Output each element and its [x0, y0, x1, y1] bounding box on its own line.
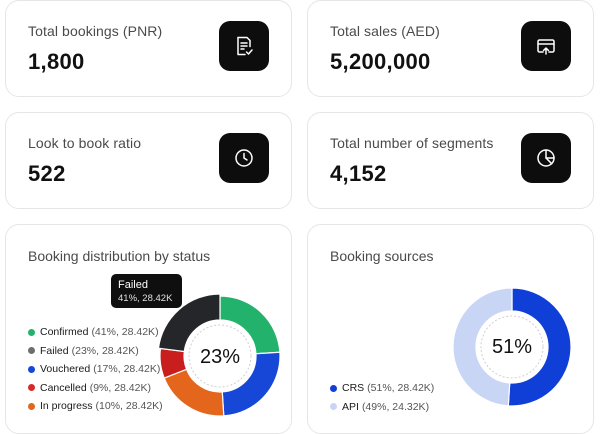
booking-distribution-donut[interactable] [157, 293, 283, 419]
legend-item-failed[interactable]: Failed (23%, 28.42K) [28, 342, 163, 361]
donut-inner-ring [480, 315, 544, 379]
pie-chart-icon [521, 133, 571, 183]
legend-item-api[interactable]: API (49%, 24.32K) [330, 398, 434, 417]
legend-item-confirmed[interactable]: Confirmed (41%, 28.42K) [28, 323, 163, 342]
donut-slice-crs[interactable] [507, 287, 572, 407]
legend-dot [330, 403, 337, 411]
legend: Confirmed (41%, 28.42K) Failed (23%, 28.… [28, 323, 163, 416]
stat-label: Total sales (AED) [330, 23, 440, 39]
legend-detail: (17%, 28.42K) [93, 363, 161, 376]
legend-name: CRS [342, 382, 365, 395]
donut-slice-api[interactable] [452, 287, 513, 407]
stat-card-total-bookings: Total bookings (PNR) 1,800 [5, 0, 292, 97]
legend-name: API [342, 400, 359, 413]
stat-value: 4,152 [330, 161, 387, 186]
legend-dot [28, 384, 35, 392]
legend-detail: (49%, 24.32K) [361, 400, 430, 413]
legend-name: Vouchered [40, 363, 91, 376]
card-upload-icon [521, 21, 571, 71]
chart-tooltip: Failed 41%, 28.42K [111, 274, 182, 308]
stat-label: Look to book ratio [28, 135, 142, 151]
legend-name: Failed [40, 344, 69, 357]
stat-card-look-to-book: Look to book ratio 522 [5, 112, 292, 209]
stat-value: 1,800 [28, 49, 85, 74]
donut-center-label: 23% [199, 346, 241, 368]
chart-title: Booking distribution by status [28, 248, 211, 264]
chart-title: Booking sources [330, 248, 434, 264]
donut-center-label: 51% [491, 336, 533, 358]
stat-card-segments: Total number of segments 4,152 [307, 112, 594, 209]
legend-name: In progress [40, 400, 93, 413]
stat-value: 522 [28, 161, 66, 186]
legend-name: Cancelled [40, 381, 87, 394]
legend-item-crs[interactable]: CRS (51%, 28.42K) [330, 379, 434, 398]
stat-card-total-sales: Total sales (AED) 5,200,000 [307, 0, 594, 97]
legend-dot [28, 365, 35, 373]
legend-item-in-progress[interactable]: In progress (10%, 28.42K) [28, 397, 163, 416]
stat-value: 5,200,000 [330, 49, 431, 74]
legend-detail: (51%, 28.42K) [367, 382, 435, 395]
donut-slice-in-progress[interactable] [163, 368, 225, 417]
booking-sources-donut[interactable] [450, 285, 574, 409]
clock-icon [219, 133, 269, 183]
legend-dot [28, 347, 35, 355]
legend-detail: (10%, 28.42K) [95, 400, 163, 413]
legend-detail: (9%, 28.42K) [89, 381, 151, 394]
stat-label: Total bookings (PNR) [28, 23, 163, 39]
legend-detail: (41%, 28.42K) [91, 326, 159, 339]
legend-detail: (23%, 28.42K) [71, 344, 139, 357]
legend-dot [28, 402, 35, 410]
legend-item-vouchered[interactable]: Vouchered (17%, 28.42K) [28, 360, 163, 379]
tooltip-detail: 41%, 28.42K [118, 293, 173, 304]
legend-item-cancelled[interactable]: Cancelled (9%, 28.42K) [28, 379, 163, 398]
donut-slice-failed[interactable] [157, 293, 221, 353]
legend: CRS (51%, 28.42K) API (49%, 24.32K) [330, 379, 434, 416]
document-check-icon [219, 21, 269, 71]
legend-dot [330, 384, 337, 392]
tooltip-title: Failed [118, 279, 148, 291]
legend-name: Confirmed [40, 326, 89, 339]
legend-dot [28, 328, 35, 336]
stat-label: Total number of segments [330, 135, 494, 151]
donut-inner-ring [188, 324, 252, 388]
